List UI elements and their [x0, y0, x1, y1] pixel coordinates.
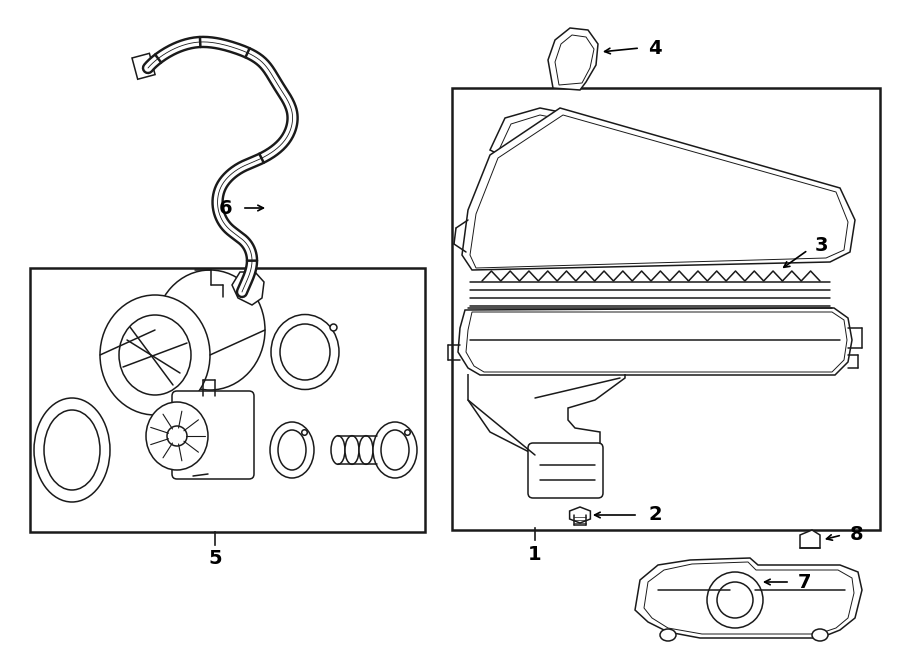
- Polygon shape: [570, 507, 590, 523]
- Polygon shape: [232, 272, 264, 305]
- Ellipse shape: [270, 422, 314, 478]
- Text: 7: 7: [798, 573, 812, 592]
- Polygon shape: [458, 308, 852, 375]
- Bar: [132, 54, 155, 79]
- Ellipse shape: [280, 324, 330, 380]
- Ellipse shape: [34, 398, 110, 502]
- Ellipse shape: [660, 629, 676, 641]
- Text: 4: 4: [648, 38, 662, 58]
- Ellipse shape: [278, 430, 306, 470]
- Ellipse shape: [155, 270, 265, 390]
- Ellipse shape: [271, 314, 339, 389]
- Polygon shape: [800, 530, 820, 548]
- Polygon shape: [498, 115, 590, 166]
- Ellipse shape: [119, 315, 191, 395]
- Ellipse shape: [331, 436, 345, 464]
- Ellipse shape: [359, 436, 373, 464]
- Text: 3: 3: [815, 236, 829, 254]
- Text: 1: 1: [528, 545, 542, 565]
- Bar: [452, 88, 880, 530]
- FancyBboxPatch shape: [172, 391, 254, 479]
- Ellipse shape: [373, 422, 417, 478]
- Polygon shape: [462, 108, 855, 270]
- Polygon shape: [490, 108, 598, 170]
- Text: 8: 8: [850, 526, 864, 545]
- Ellipse shape: [707, 572, 763, 628]
- Bar: [30, 268, 425, 532]
- Ellipse shape: [812, 629, 828, 641]
- FancyBboxPatch shape: [528, 443, 603, 498]
- Ellipse shape: [146, 402, 208, 470]
- Text: 5: 5: [208, 549, 221, 567]
- Ellipse shape: [717, 582, 753, 618]
- Text: 6: 6: [219, 199, 232, 218]
- Ellipse shape: [381, 430, 409, 470]
- Ellipse shape: [345, 436, 359, 464]
- Text: 2: 2: [648, 506, 662, 524]
- Polygon shape: [548, 28, 598, 90]
- Polygon shape: [635, 558, 862, 638]
- Ellipse shape: [100, 295, 210, 415]
- Ellipse shape: [167, 426, 187, 446]
- Ellipse shape: [44, 410, 100, 490]
